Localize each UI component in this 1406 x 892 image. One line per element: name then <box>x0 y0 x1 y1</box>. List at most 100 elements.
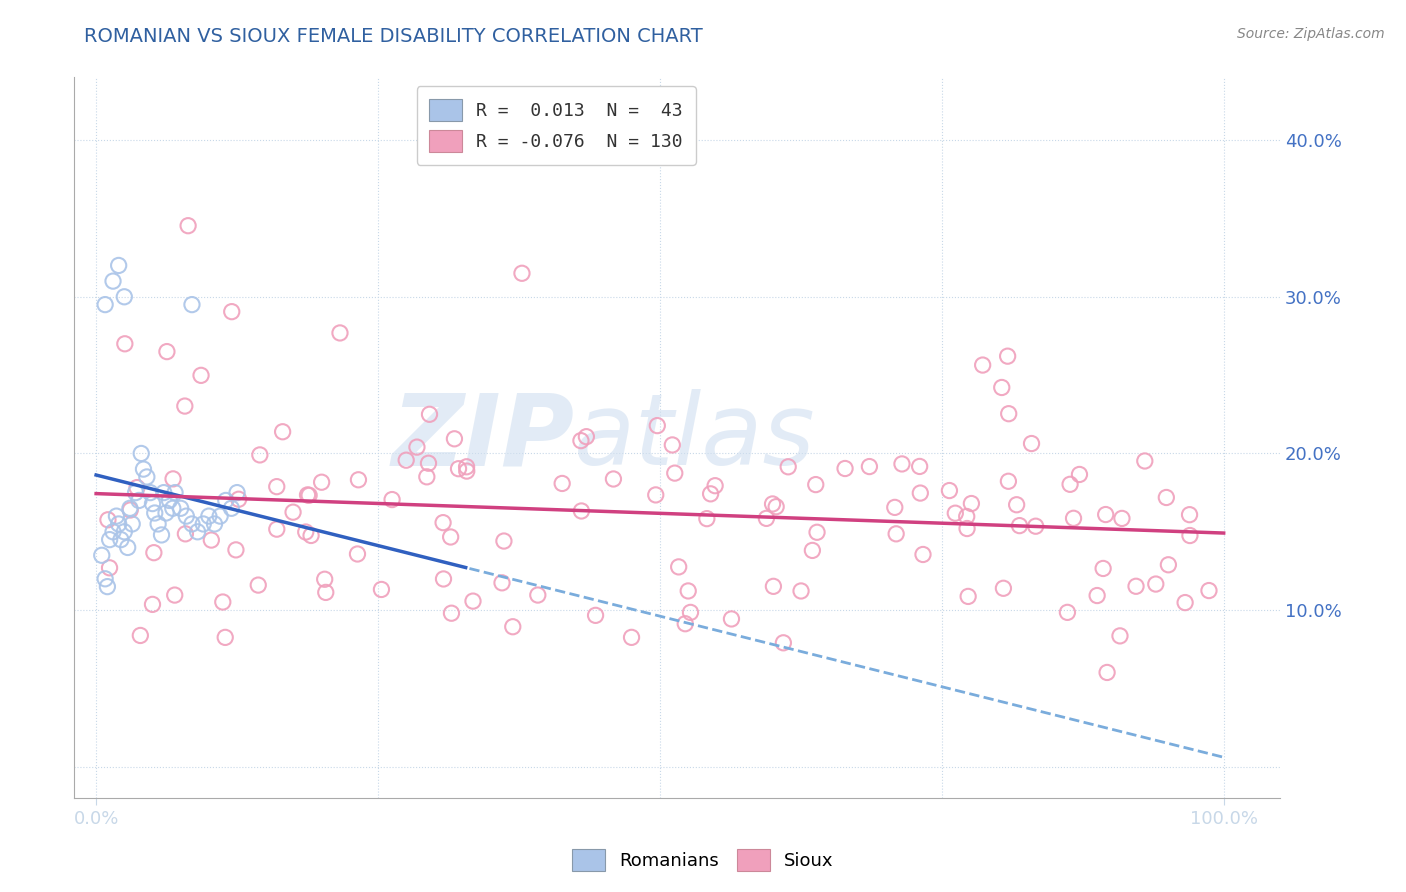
Point <box>90 549 112 563</box>
Point <box>1008 518 1031 533</box>
Point <box>135 470 157 484</box>
Point <box>908 459 931 474</box>
Point <box>676 583 699 598</box>
Point <box>315 585 337 599</box>
Point <box>1021 436 1043 450</box>
Point <box>804 477 827 491</box>
Point <box>997 475 1019 489</box>
Point <box>957 590 980 604</box>
Point <box>447 461 470 475</box>
Point <box>972 358 994 372</box>
Point <box>101 524 124 539</box>
Point <box>162 472 184 486</box>
Point <box>94 572 117 586</box>
Point <box>720 612 742 626</box>
Point <box>679 606 702 620</box>
Text: atlas: atlas <box>574 389 815 486</box>
Point <box>761 497 783 511</box>
Point <box>101 274 124 288</box>
Point <box>943 506 966 520</box>
Point <box>129 446 152 460</box>
Point <box>704 479 727 493</box>
Point <box>456 459 478 474</box>
Point <box>370 582 392 597</box>
Point <box>228 492 250 507</box>
Point <box>124 485 146 500</box>
Point <box>1111 511 1133 525</box>
Point <box>225 542 247 557</box>
Point <box>755 511 778 525</box>
Point <box>551 476 574 491</box>
Point <box>187 524 209 539</box>
Point <box>416 470 439 484</box>
Point <box>155 506 177 520</box>
Point <box>173 399 195 413</box>
Point <box>1125 579 1147 593</box>
Point <box>911 548 934 562</box>
Point <box>569 434 592 448</box>
Point <box>209 509 232 524</box>
Point <box>198 509 221 524</box>
Point <box>121 516 143 531</box>
Point <box>575 430 598 444</box>
Point <box>214 631 236 645</box>
Point <box>152 485 174 500</box>
Point <box>1178 528 1201 542</box>
Point <box>620 631 643 645</box>
Point <box>381 492 404 507</box>
Point <box>294 524 316 539</box>
Point <box>114 336 136 351</box>
Point <box>141 598 163 612</box>
Point <box>492 534 515 549</box>
Point <box>112 290 135 304</box>
Point <box>1005 498 1028 512</box>
Point <box>193 516 215 531</box>
Point <box>762 579 785 593</box>
Point <box>668 560 690 574</box>
Point <box>456 464 478 478</box>
Point <box>118 501 141 516</box>
Point <box>1085 589 1108 603</box>
Point <box>314 572 336 586</box>
Point <box>432 572 454 586</box>
Point <box>990 380 1012 394</box>
Point <box>181 516 204 531</box>
Point <box>299 528 322 542</box>
Point <box>174 526 197 541</box>
Point <box>181 297 204 311</box>
Point <box>993 582 1015 596</box>
Point <box>956 509 979 524</box>
Point <box>204 516 226 531</box>
Point <box>664 466 686 480</box>
Point <box>644 488 666 502</box>
Point <box>910 486 932 500</box>
Point <box>772 636 794 650</box>
Point <box>1174 596 1197 610</box>
Point <box>163 588 186 602</box>
Point <box>440 606 463 620</box>
Point <box>120 503 142 517</box>
Point <box>510 266 533 280</box>
Point <box>297 488 319 502</box>
Point <box>96 580 118 594</box>
Point <box>156 344 179 359</box>
Point <box>163 485 186 500</box>
Point <box>602 472 624 486</box>
Point <box>125 481 148 495</box>
Point <box>696 511 718 525</box>
Point <box>418 456 440 470</box>
Point <box>247 578 270 592</box>
Point <box>211 595 233 609</box>
Point <box>1056 606 1078 620</box>
Point <box>107 259 129 273</box>
Point <box>395 453 418 467</box>
Point <box>142 546 165 560</box>
Point <box>440 530 463 544</box>
Point <box>266 480 288 494</box>
Point <box>281 505 304 519</box>
Point <box>806 525 828 540</box>
Point <box>883 500 905 515</box>
Point <box>858 459 880 474</box>
Legend: Romanians, Sioux: Romanians, Sioux <box>565 842 841 879</box>
Point <box>1144 577 1167 591</box>
